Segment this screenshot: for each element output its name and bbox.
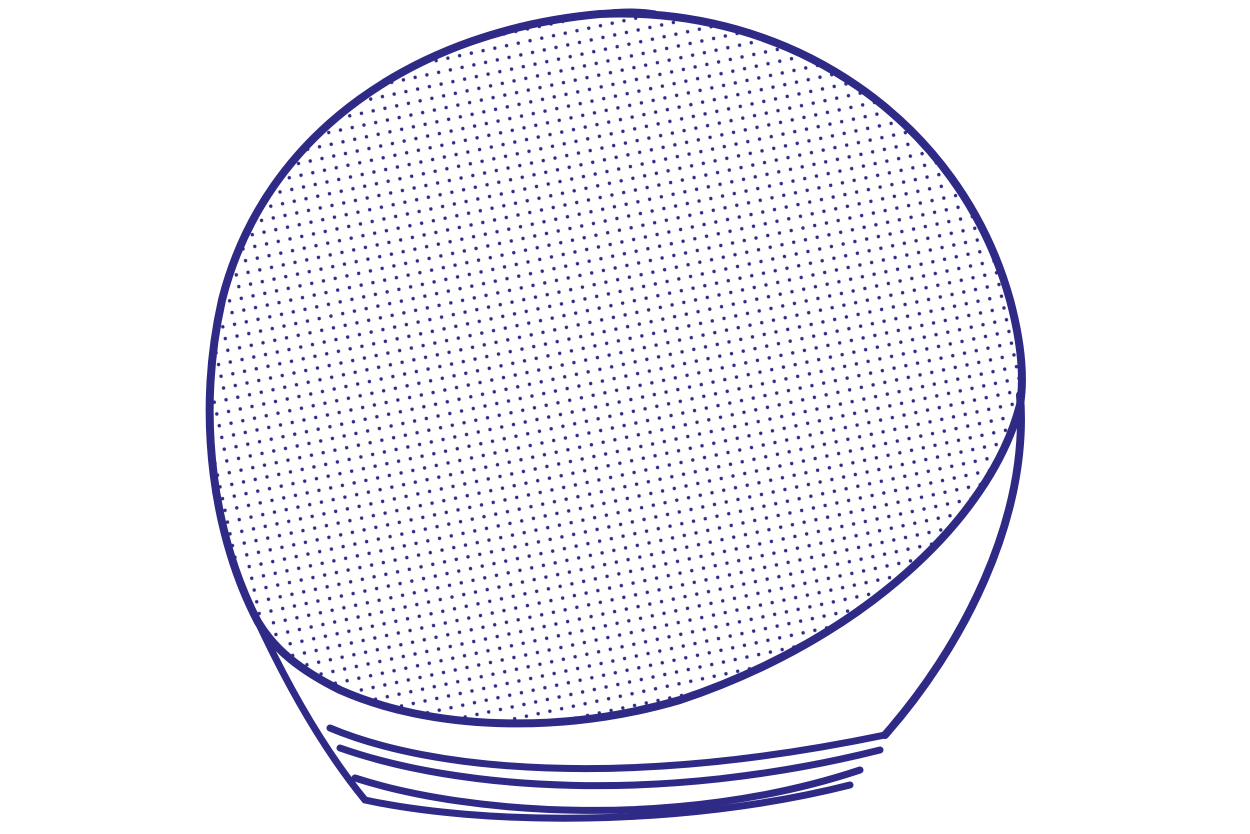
- speaker-body: [205, 8, 1026, 822]
- base-ring-middle: [336, 744, 884, 790]
- speaker-left-side: [254, 618, 369, 804]
- base-ring-bottom: [351, 766, 864, 814]
- speaker-face-outline: [205, 9, 1026, 728]
- speaker-grille-dots: [209, 13, 1022, 724]
- base-bottom-edge: [361, 781, 854, 822]
- speaker-right-side: [881, 391, 1025, 739]
- base-ring-top: [326, 724, 889, 773]
- top-highlight-mark: [582, 8, 658, 19]
- top-right-mark: [758, 34, 804, 56]
